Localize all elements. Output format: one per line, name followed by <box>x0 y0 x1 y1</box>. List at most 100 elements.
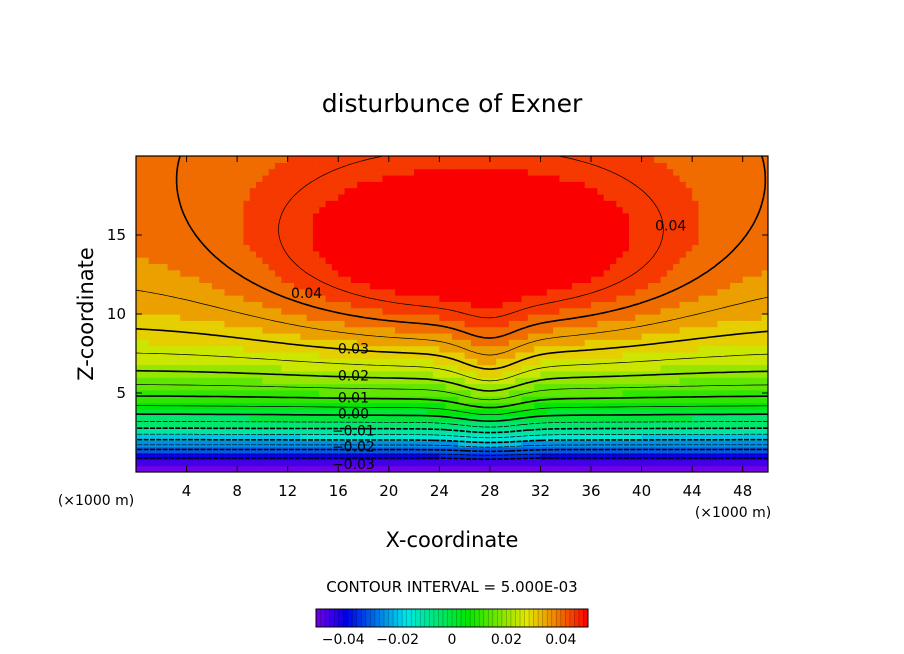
field-cell <box>641 168 649 176</box>
field-cell <box>749 383 756 391</box>
field-cell <box>445 326 453 334</box>
field-cell <box>180 320 188 328</box>
field-cell <box>211 440 219 448</box>
field-cell <box>527 181 535 189</box>
field-cell <box>546 250 554 258</box>
field-cell <box>414 364 421 372</box>
field-cell <box>641 453 649 460</box>
field-cell <box>420 345 428 353</box>
field-cell <box>647 453 655 460</box>
field-cell <box>136 263 143 271</box>
field-cell <box>647 295 655 302</box>
field-cell <box>723 250 731 258</box>
field-cell <box>338 250 346 258</box>
field-cell <box>502 358 510 366</box>
field-cell <box>591 377 598 385</box>
field-cell <box>319 206 327 214</box>
field-cell <box>610 377 617 385</box>
field-cell <box>306 440 314 448</box>
field-cell <box>331 307 339 315</box>
field-cell <box>224 421 232 429</box>
field-cell <box>534 168 542 176</box>
field-cell <box>603 332 611 340</box>
field-cell <box>243 339 251 347</box>
field-cell <box>161 396 169 404</box>
field-cell <box>363 332 371 340</box>
field-cell <box>584 345 592 353</box>
field-cell <box>559 402 567 410</box>
field-cell <box>553 193 561 201</box>
field-cell <box>350 212 358 220</box>
field-cell <box>534 212 542 220</box>
field-cell <box>262 364 270 372</box>
field-cell <box>376 282 384 290</box>
field-cell <box>546 440 554 448</box>
field-cell <box>704 358 712 366</box>
field-cell <box>742 377 750 385</box>
field-cell <box>249 231 257 239</box>
field-cell <box>622 307 630 315</box>
field-cell <box>458 250 466 258</box>
field-cell <box>692 465 700 472</box>
field-cell <box>610 168 617 176</box>
field-cell <box>477 168 485 176</box>
field-cell <box>546 282 554 290</box>
field-cell <box>704 257 712 265</box>
field-cell <box>527 238 535 246</box>
field-cell <box>433 389 440 397</box>
field-cell <box>685 320 693 328</box>
field-cell <box>230 427 238 435</box>
field-cell <box>338 181 346 189</box>
field-cell <box>369 276 377 283</box>
field-cell <box>483 307 491 315</box>
field-cell <box>578 332 586 340</box>
field-cell <box>173 244 181 252</box>
field-cell <box>477 193 485 201</box>
field-cell <box>243 288 251 296</box>
field-cell <box>483 358 491 366</box>
field-cell <box>300 219 308 227</box>
field-cell <box>281 174 289 182</box>
field-cell <box>192 219 200 227</box>
field-cell <box>717 206 725 214</box>
field-cell <box>218 168 226 176</box>
field-cell <box>660 282 668 290</box>
field-cell <box>736 200 744 208</box>
field-cell <box>382 314 390 321</box>
field-cell <box>407 174 415 182</box>
field-cell <box>578 421 586 429</box>
field-cell <box>256 389 263 397</box>
field-cell <box>268 301 276 309</box>
field-cell <box>635 231 643 239</box>
field-cell <box>199 162 207 170</box>
field-cell <box>597 301 605 309</box>
field-cell <box>452 257 459 265</box>
field-cell <box>230 301 238 309</box>
field-cell <box>603 269 611 277</box>
field-cell <box>679 200 687 208</box>
field-cell <box>136 421 143 429</box>
field-cell <box>281 250 289 258</box>
field-cell <box>420 427 428 435</box>
field-cell <box>306 364 314 372</box>
field-cell <box>319 402 327 410</box>
field-cell <box>312 326 320 334</box>
field-cell <box>262 440 270 448</box>
field-cell <box>470 415 478 423</box>
field-cell <box>154 276 162 283</box>
field-cell <box>192 288 200 296</box>
field-cell <box>622 332 630 340</box>
field-cell <box>388 434 396 441</box>
field-cell <box>306 301 314 309</box>
field-cell <box>388 358 396 366</box>
field-cell <box>407 377 415 385</box>
field-cell <box>237 358 245 366</box>
field-cell <box>546 326 554 334</box>
field-cell <box>414 402 421 410</box>
field-cell <box>723 301 731 309</box>
field-cell <box>230 459 238 467</box>
field-cell <box>306 408 314 416</box>
field-cell <box>350 282 358 290</box>
field-cell <box>546 181 554 189</box>
field-cell <box>521 276 529 283</box>
